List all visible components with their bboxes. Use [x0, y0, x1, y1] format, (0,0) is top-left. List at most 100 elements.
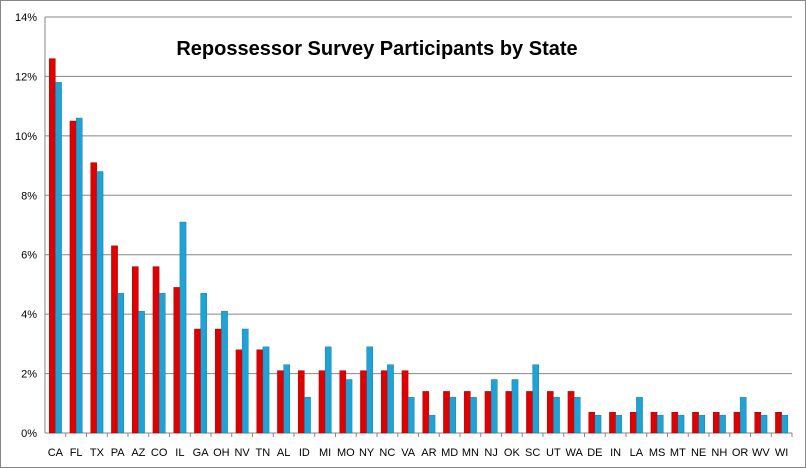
bar-ny-series2 [366, 346, 374, 434]
bar-pa-series1 [111, 245, 118, 434]
bar-ut-series1 [546, 391, 554, 434]
bar-mi-series1 [318, 370, 326, 434]
bar-wv-series1 [754, 412, 762, 434]
bar-or-series2 [739, 397, 747, 434]
bar-wv-series2 [760, 414, 768, 434]
bar-la-series2 [636, 397, 643, 434]
bar-fl-series2 [75, 117, 83, 434]
bar-mo-series1 [339, 370, 347, 434]
bar-fl-series1 [69, 120, 77, 434]
bar-mo-series2 [345, 379, 353, 434]
x-tick-label: LA [630, 447, 644, 459]
axes [44, 17, 793, 437]
bar-co-series2 [158, 293, 166, 434]
x-tick-labels: CA FL TX PA AZ CO IL GA OH NV TN AL ID MI MO NY NC VA AR MD… [48, 447, 789, 459]
bar-ca-series1 [48, 58, 56, 434]
bar-wi-series1 [775, 412, 782, 434]
x-tick-label: NV [234, 447, 250, 459]
bar-wa-series2 [573, 397, 581, 434]
bar-ar-series1 [422, 391, 430, 434]
bar-ut-series2 [553, 397, 560, 434]
x-tick-label: TN [256, 447, 271, 459]
x-tick-label: NE [691, 447, 706, 459]
bar-ms-series1 [650, 412, 658, 434]
x-tick-label: MD [441, 447, 458, 459]
y-tick-label: 8% [21, 190, 37, 202]
x-tick-label: CO [151, 447, 168, 459]
x-tick-label: MI [319, 447, 331, 459]
bar-sc-series2 [532, 364, 540, 434]
bar-nj-series2 [490, 379, 498, 434]
bar-nv-series1 [235, 349, 243, 434]
bar-la-series1 [629, 412, 637, 434]
x-tick-label: WI [775, 447, 788, 459]
x-tick-label: AZ [131, 447, 145, 459]
bar-nv-series2 [241, 328, 249, 434]
bar-ga-series1 [194, 328, 201, 434]
x-tick-label: UT [546, 447, 561, 459]
x-tick-label: MT [670, 447, 686, 459]
bar-de-series2 [594, 414, 602, 434]
x-tick-label: ID [299, 447, 310, 459]
y-tick-label: 4% [21, 309, 37, 321]
bar-il-series1 [173, 287, 181, 434]
x-tick-label: DE [587, 447, 602, 459]
bar-co-series1 [152, 266, 160, 434]
x-tick-label: TX [90, 447, 105, 459]
x-tick-label: IN [610, 447, 621, 459]
bar-al-series2 [283, 364, 291, 434]
bar-ok-series1 [505, 391, 513, 434]
x-tick-label: GA [193, 447, 210, 459]
x-tick-label: NC [379, 447, 395, 459]
x-tick-label: MN [462, 447, 479, 459]
bar-ny-series1 [360, 370, 367, 434]
x-tick-label: PA [111, 447, 126, 459]
bar-az-series2 [138, 310, 145, 434]
y-tick-label: 14% [15, 12, 37, 24]
bar-va-series1 [401, 370, 409, 434]
bar-wa-series1 [567, 391, 575, 434]
bar-tn-series1 [256, 349, 264, 434]
bar-mi-series2 [324, 346, 332, 434]
x-tick-label: IL [175, 447, 184, 459]
y-tick-labels: 0% 2% 4% 6% 8% 10% 12% 14% [15, 12, 37, 440]
bar-oh-series1 [214, 328, 222, 434]
bar-mn-series1 [463, 391, 471, 434]
bar-ca-series2 [55, 82, 62, 434]
bar-or-series1 [733, 412, 741, 434]
bar-mt-series1 [671, 412, 679, 434]
x-tick-label: MO [337, 447, 355, 459]
y-tick-label: 6% [21, 250, 37, 262]
bar-ok-series2 [511, 379, 519, 434]
x-tick-label: NY [359, 447, 375, 459]
bar-md-series1 [443, 391, 450, 434]
x-tick-label: WA [565, 447, 583, 459]
bar-id-series2 [304, 397, 311, 434]
x-tick-label: NH [711, 447, 727, 459]
x-tick-label: OH [213, 447, 230, 459]
bar-va-series2 [407, 397, 415, 434]
bar-sc-series1 [526, 391, 533, 434]
y-tick-label: 10% [15, 131, 37, 143]
x-tick-label: MS [649, 447, 666, 459]
y-tick-label: 0% [21, 428, 37, 440]
bar-il-series2 [179, 221, 187, 434]
bar-ga-series2 [200, 293, 208, 434]
bar-ar-series2 [428, 414, 436, 434]
bar-ms-series2 [656, 414, 664, 434]
bar-az-series1 [131, 266, 139, 434]
bar-ne-series2 [698, 414, 706, 434]
bar-wi-series2 [781, 414, 789, 434]
bar-nh-series2 [719, 414, 726, 434]
bar-tx-series1 [90, 162, 98, 434]
x-tick-label: FL [70, 447, 83, 459]
bar-pa-series2 [117, 293, 125, 434]
chart-title: Repossessor Survey Participants by State [176, 38, 577, 60]
bar-tn-series2 [262, 346, 270, 434]
bar-al-series1 [277, 370, 284, 434]
x-tick-label: VA [401, 447, 416, 459]
bar-in-series1 [609, 412, 616, 434]
bars [48, 58, 789, 434]
